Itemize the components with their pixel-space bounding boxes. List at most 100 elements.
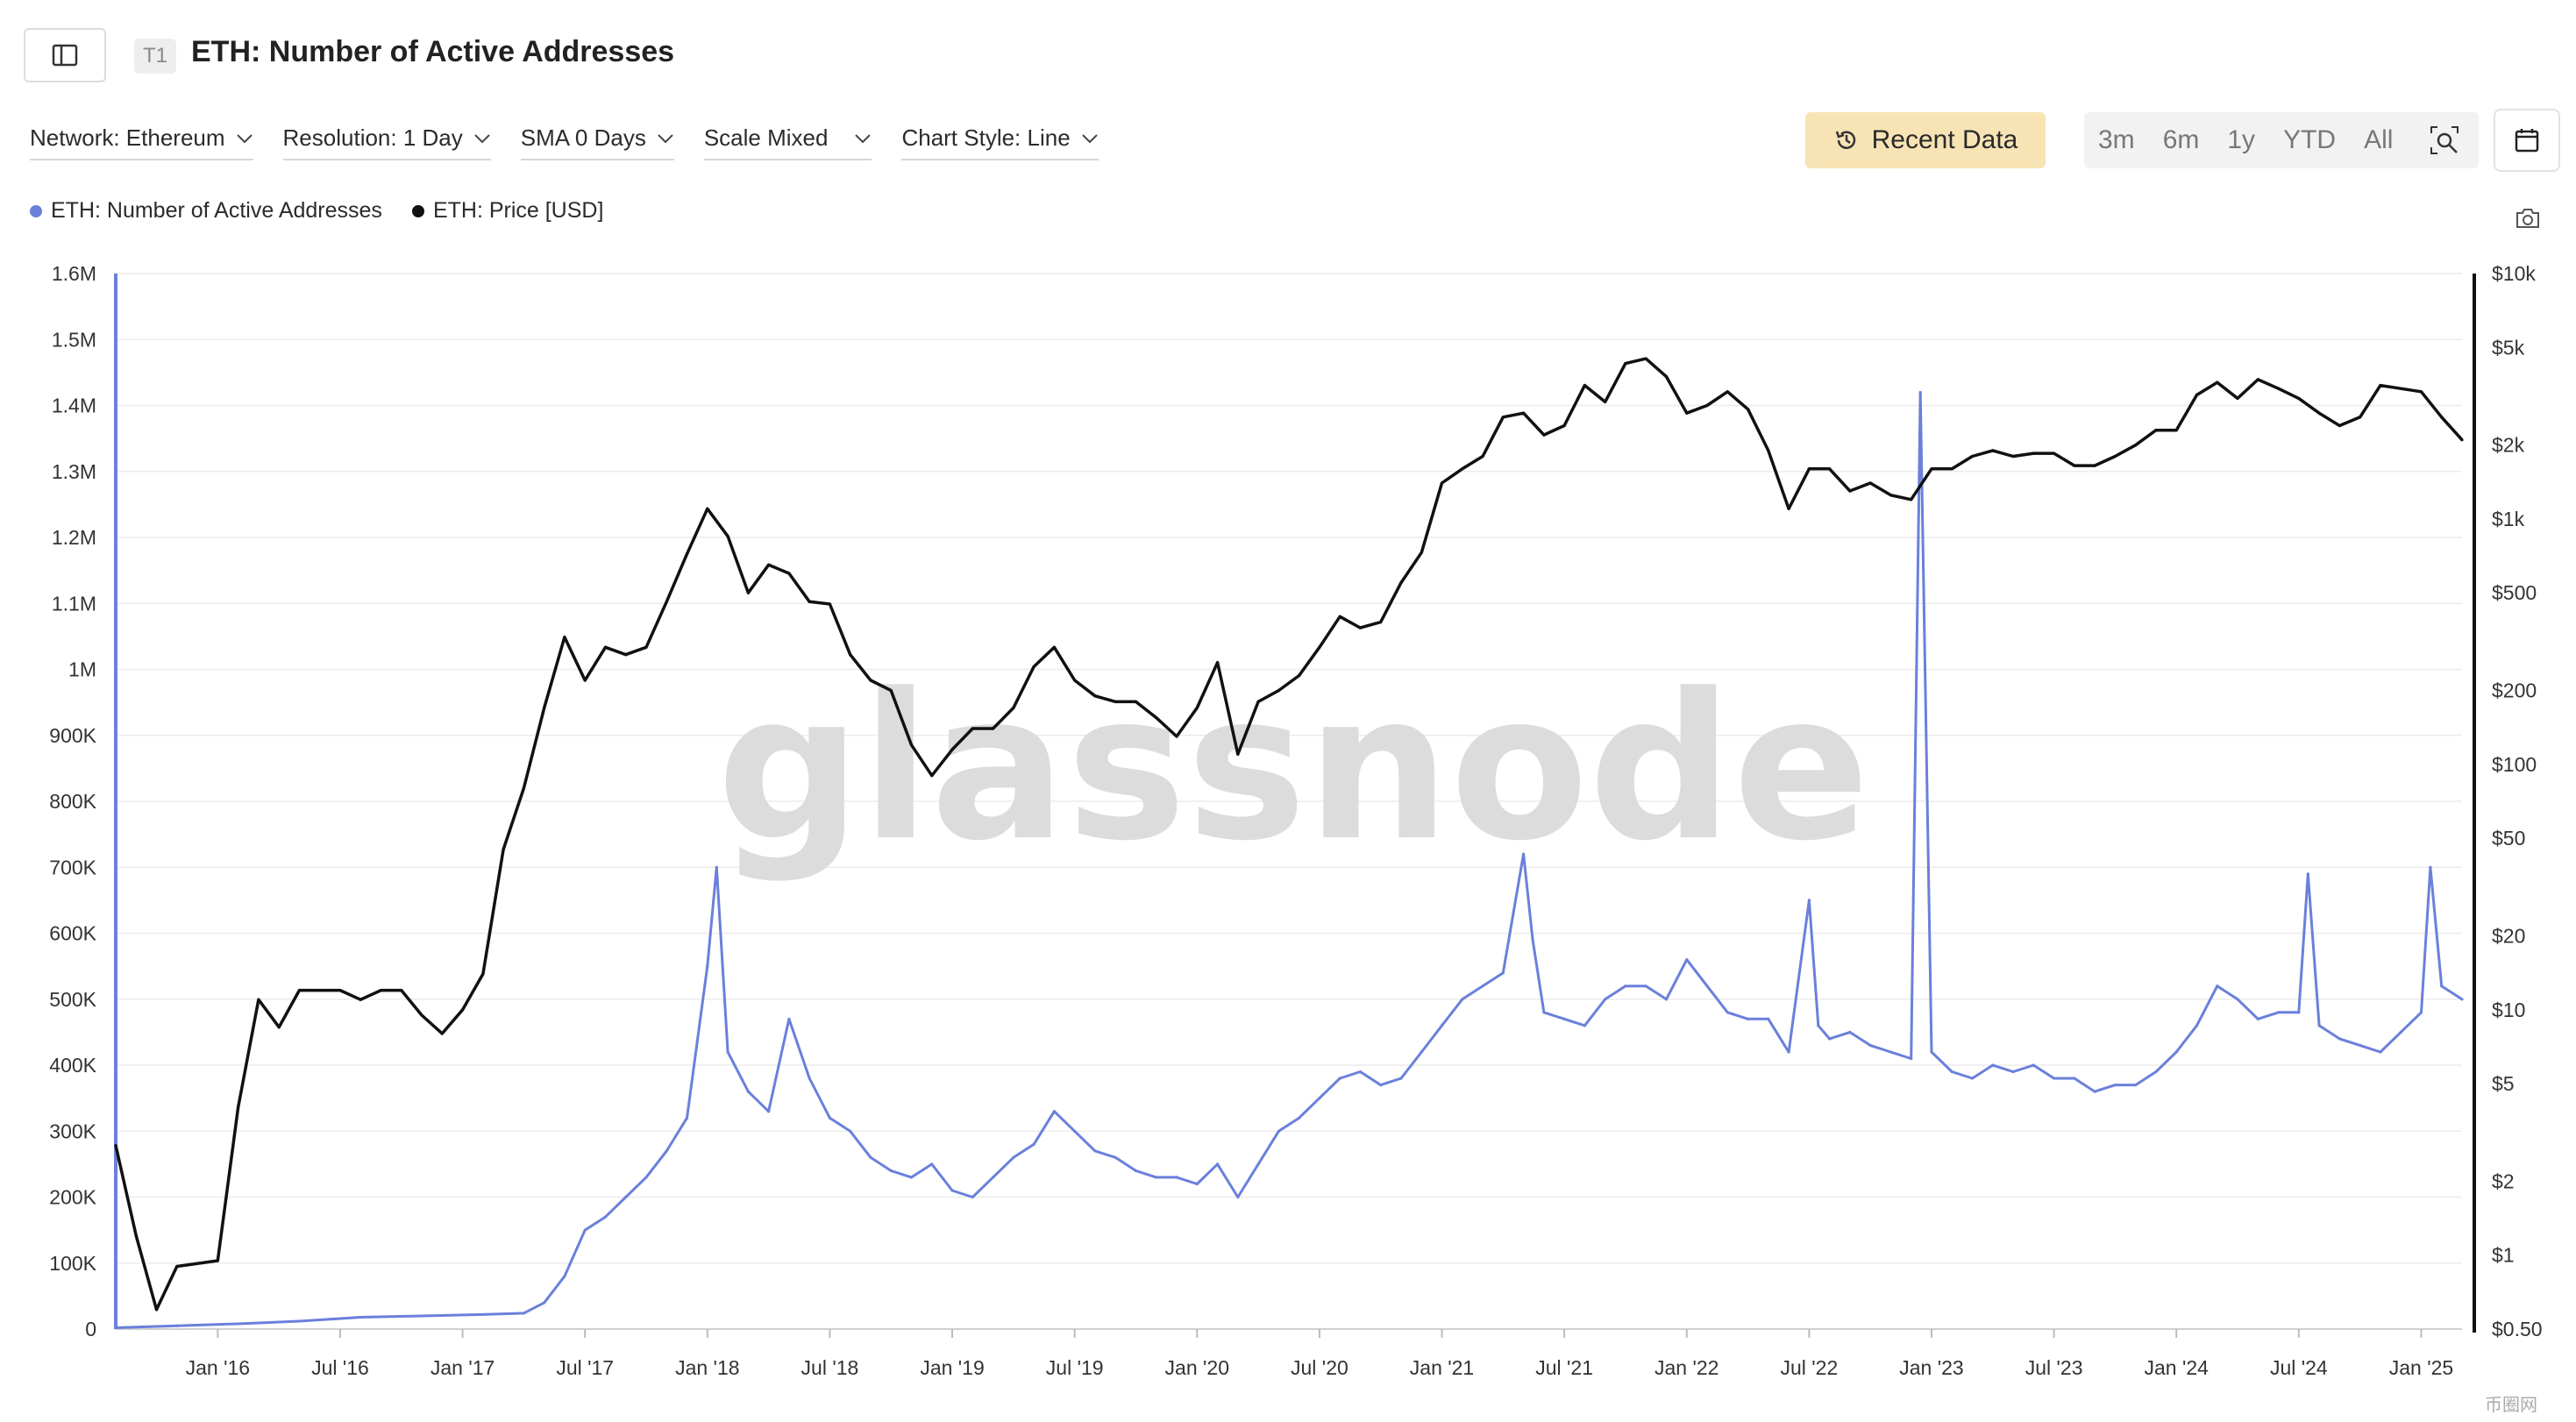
left-tick-label: 200K: [49, 1186, 96, 1209]
data-point-eth-price: [2113, 454, 2117, 459]
x-tick-label: Jan '20: [1165, 1356, 1229, 1379]
chart-style-dropdown[interactable]: Chart Style: Line: [901, 124, 1099, 160]
data-point-active-addresses: [2256, 1017, 2259, 1020]
data-point-eth-price: [665, 600, 668, 603]
data-point-eth-price: [2053, 451, 2056, 455]
sidebar-toggle-button[interactable]: [24, 28, 106, 82]
data-point-active-addresses: [420, 1314, 423, 1318]
data-point-active-addresses: [665, 1149, 668, 1153]
data-point-active-addresses: [1481, 985, 1484, 988]
data-point-eth-price: [2134, 444, 2138, 447]
footer-logo: 币圈网: [2485, 1396, 2537, 1415]
data-point-eth-price: [1399, 581, 1403, 585]
data-point-eth-price: [1685, 411, 1689, 415]
screenshot-button[interactable]: [2515, 207, 2541, 234]
x-tick-label: Jan '17: [431, 1356, 495, 1379]
data-point-active-addresses: [1399, 1077, 1403, 1080]
chevron-down-icon: [236, 133, 253, 143]
data-point-active-addresses: [1298, 1116, 1301, 1120]
data-point-active-addresses: [1338, 1077, 1341, 1080]
data-point-eth-price: [379, 989, 383, 992]
data-point-active-addresses: [1052, 1110, 1056, 1113]
data-point-active-addresses: [2216, 985, 2219, 988]
data-point-eth-price: [1216, 661, 1220, 665]
data-point-active-addresses: [706, 964, 709, 968]
data-point-eth-price: [2216, 380, 2219, 384]
data-point-active-addresses: [2011, 1070, 2015, 1074]
data-point-active-addresses: [715, 865, 718, 869]
data-point-eth-price: [338, 989, 342, 992]
zoom-button[interactable]: [2411, 114, 2478, 167]
sma-dropdown[interactable]: SMA 0 Days: [520, 124, 674, 160]
data-point-eth-price: [134, 1234, 138, 1238]
scale-dropdown[interactable]: Scale Mixed: [703, 124, 872, 160]
data-point-active-addresses: [563, 1275, 566, 1278]
right-tick-label: $0.50: [2492, 1318, 2543, 1340]
data-point-eth-price: [2174, 429, 2178, 432]
x-tick-label: Jan '25: [2389, 1356, 2453, 1379]
data-point-eth-price: [1624, 362, 1627, 366]
data-point-active-addresses: [1318, 1097, 1321, 1100]
data-point-eth-price: [420, 1013, 423, 1017]
left-tick-label: 1.1M: [52, 592, 96, 615]
range-6m-button[interactable]: 6m: [2162, 125, 2200, 154]
data-point-eth-price: [1481, 454, 1484, 459]
data-point-active-addresses: [2317, 1024, 2321, 1027]
network-dropdown[interactable]: Network: Ethereum: [30, 124, 253, 160]
data-point-eth-price: [2338, 423, 2341, 428]
x-tick-label: Jul '24: [2270, 1356, 2328, 1379]
recent-data-button[interactable]: Recent Data: [1805, 112, 2046, 168]
data-point-eth-price: [2277, 387, 2281, 390]
data-point-eth-price: [1848, 489, 1852, 493]
data-point-active-addresses: [175, 1324, 179, 1327]
data-point-eth-price: [603, 645, 608, 649]
data-point-active-addresses: [1114, 1155, 1117, 1159]
data-point-eth-price: [1664, 375, 1669, 379]
data-point-eth-price: [889, 689, 893, 693]
data-point-eth-price: [930, 774, 934, 778]
range-all-button[interactable]: All: [2364, 125, 2394, 154]
range-1y-button[interactable]: 1y: [2227, 125, 2256, 154]
data-point-eth-price: [114, 1144, 117, 1148]
data-point-active-addresses: [2032, 1063, 2035, 1067]
x-tick-label: Jul '17: [556, 1356, 614, 1379]
data-point-eth-price: [2317, 411, 2321, 415]
resolution-dropdown[interactable]: Resolution: 1 Day: [282, 124, 491, 160]
left-tick-label: 300K: [49, 1120, 96, 1142]
left-tick-label: 700K: [49, 856, 96, 878]
tier-tag: T1: [134, 39, 176, 74]
range-ytd-button[interactable]: YTD: [2283, 125, 2337, 154]
page-title: ETH: Number of Active Addresses: [191, 35, 675, 68]
legend-item-price[interactable]: ETH: Price [USD]: [411, 198, 603, 224]
data-point-active-addresses: [1705, 985, 1709, 988]
calendar-button[interactable]: [2494, 109, 2560, 172]
data-point-eth-price: [950, 748, 954, 751]
chevron-down-icon: [1081, 133, 1098, 143]
data-point-eth-price: [2440, 416, 2444, 419]
data-point-eth-price: [1889, 494, 1893, 497]
left-tick-label: 500K: [49, 988, 96, 1011]
data-point-active-addresses: [1012, 1155, 1015, 1159]
data-point-active-addresses: [1236, 1195, 1240, 1199]
legend-item-addresses[interactable]: ETH: Number of Active Addresses: [30, 198, 382, 224]
data-point-eth-price: [869, 679, 872, 682]
zoom-select-icon: [2430, 126, 2459, 154]
data-point-eth-price: [237, 1106, 240, 1109]
data-point-active-addresses: [1747, 1017, 1750, 1020]
data-point-eth-price: [1910, 498, 1913, 501]
x-tick-label: Jul '22: [1780, 1356, 1838, 1379]
sidebar-panel-icon: [52, 44, 78, 67]
data-point-eth-price: [2236, 396, 2239, 400]
data-point-active-addresses: [1379, 1084, 1383, 1087]
legend-dot-price: [411, 204, 424, 217]
data-point-eth-price: [400, 989, 403, 992]
resolution-dropdown-label: Resolution: 1 Day: [282, 124, 463, 151]
history-icon: [1835, 131, 1855, 149]
data-point-eth-price: [297, 989, 301, 992]
chevron-down-icon: [474, 133, 490, 143]
data-point-eth-price: [2154, 429, 2158, 432]
range-3m-button[interactable]: 3m: [2098, 125, 2135, 154]
data-point-active-addresses: [1073, 1129, 1077, 1133]
data-point-active-addresses: [767, 1110, 771, 1113]
